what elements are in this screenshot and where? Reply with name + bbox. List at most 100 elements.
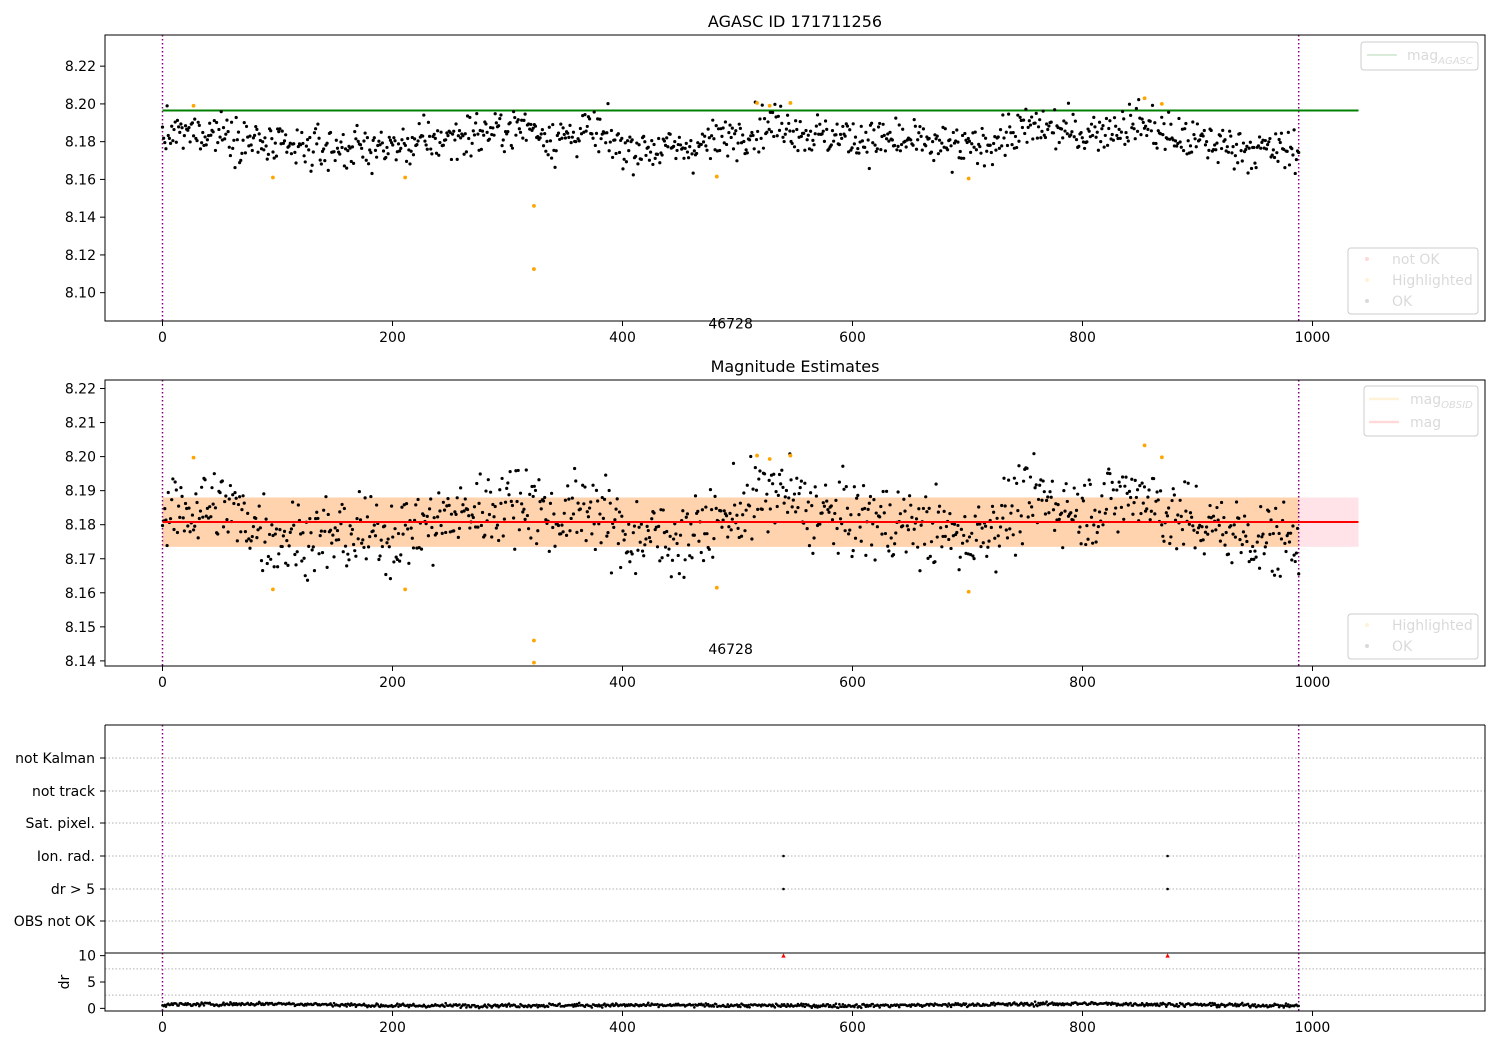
ok-point [193,117,197,121]
highlighted-point [714,174,719,179]
ok-point [438,140,442,145]
ok-point [1135,129,1140,133]
ok-point [1048,490,1052,494]
ok-point [599,137,603,141]
ok-point [630,138,634,142]
ok-point [1091,541,1095,545]
ok-point [748,1005,751,1009]
ok-point [524,468,528,472]
ok-point [548,139,553,143]
ok-points [160,98,1301,177]
ok-point [714,506,718,510]
ok-point [1181,542,1186,546]
ok-point [852,485,856,489]
ok-point [647,536,652,540]
ok-point [411,546,416,550]
ok-point [287,144,291,148]
ok-point [1114,1002,1117,1005]
ok-point [916,545,920,549]
ok-point [662,139,667,143]
ok-point [1040,498,1044,502]
ok-point [834,498,838,502]
ok-point [312,131,317,135]
y-tick-label: 8.16 [65,172,96,188]
ok-point [560,523,564,527]
ok-point [1043,512,1048,516]
ok-point [373,534,378,538]
ok-point [1293,559,1297,564]
ok-point [735,159,739,163]
ok-point [1160,115,1164,119]
ok-point [1244,147,1248,152]
ok-point [430,152,434,156]
ok-point [644,537,648,541]
ok-point [507,1002,511,1005]
ok-point [559,532,563,536]
ok-point [529,536,533,540]
ok-point [814,124,818,128]
ok-point [463,132,467,136]
ok-point [407,1005,411,1009]
ok-point [1172,493,1176,497]
ok-point [902,497,906,501]
ok-point [391,143,395,147]
ok-point [754,488,759,492]
ok-point [292,142,296,146]
ok-point [1034,483,1038,487]
ok-point [701,140,706,144]
ok-point [476,525,480,529]
ok-point [254,124,258,129]
ok-point [586,515,591,519]
ok-point [1007,478,1011,482]
ok-point [436,129,440,133]
ok-point [506,481,510,485]
ok-point [535,542,539,546]
ok-point [1177,1004,1181,1008]
ok-point [1049,120,1053,124]
ok-point [385,145,389,150]
ok-point [772,134,776,139]
ok-point [307,544,311,549]
ok-point [587,117,592,121]
ok-point [1145,133,1149,138]
ok-point [720,525,724,529]
ok-point [322,508,326,512]
y-tick-label: 8.15 [65,620,96,636]
ok-point [257,132,261,136]
ok-point [614,151,618,156]
ok-point [1008,527,1012,531]
ok-point [1186,139,1190,143]
ok-point [353,129,357,134]
ok-point [578,507,582,511]
ok-point [355,123,359,128]
ok-point [413,137,417,141]
ok-point [841,464,845,468]
ok-point [634,154,638,158]
ok-point [349,532,353,536]
ok-point [201,515,205,519]
ok-point [848,528,852,532]
ok-point [887,549,891,553]
ok-point [613,138,617,142]
ok-point [542,1003,545,1007]
ok-point [472,505,477,509]
ok-point [1201,134,1205,138]
ok-point [554,149,558,153]
ok-point [628,135,632,139]
ok-point [1123,484,1127,488]
ok-point [331,1005,335,1008]
ok-point [1246,1002,1250,1006]
ok-point [1038,118,1042,122]
ok-point [284,561,288,565]
ok-point [762,117,767,121]
y-tick-label: 0 [87,1001,96,1017]
ok-point [208,121,212,125]
x-tick-label: 400 [609,675,636,691]
ok-point [532,484,536,488]
ok-point [756,129,760,134]
ok-point [573,466,577,471]
ok-point [1238,131,1242,136]
ok-point [303,574,307,578]
ok-point [650,139,654,143]
ok-point [1115,488,1119,492]
